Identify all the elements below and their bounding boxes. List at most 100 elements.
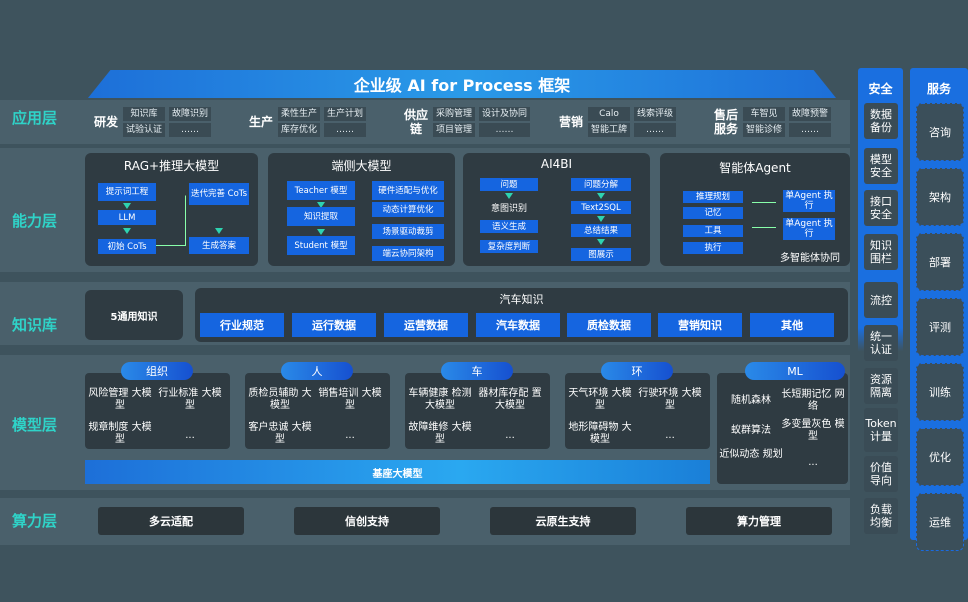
app-item: 项目管理 (433, 123, 476, 137)
model-item: 行驶环境 大模型 (638, 388, 702, 411)
security-item: 统一 认证 (864, 325, 898, 361)
model-group-pill: 人 (281, 362, 353, 380)
app-group-name: 研发 (93, 115, 118, 129)
ml-pill: ML (745, 362, 845, 380)
model-item: 天气环境 大模型 (568, 388, 632, 411)
ai4bi-step: 意图识别 (490, 204, 527, 214)
connector-line (752, 202, 776, 228)
ml-item: 近似动态 规划 (719, 449, 783, 460)
service-item: 评测 (916, 298, 964, 356)
arrow-icon (317, 202, 325, 208)
rag-step: 生成答案 (189, 237, 249, 254)
compute-item: 算力管理 (686, 507, 832, 535)
connector-line (156, 195, 186, 246)
app-item: Calo (588, 107, 631, 121)
model-group-pill: 车 (441, 362, 513, 380)
edge-step: Student 模型 (287, 236, 355, 255)
knowledge-item: 质检数据 (567, 313, 651, 337)
model-item: 销售培训 大模型 (318, 388, 382, 411)
model-group-card (565, 373, 710, 449)
edge-feature: 场景驱动裁剪 (372, 224, 444, 239)
agent-title: 智能体Agent (719, 161, 791, 175)
agent-item: 工具 (683, 225, 743, 237)
app-item: 柔性生产 (278, 107, 321, 121)
arrow-icon (317, 229, 325, 235)
app-item: 生产计划 (324, 107, 367, 121)
ml-item: 多变量灰色 模型 (781, 419, 845, 442)
ml-item: 随机森林 (731, 395, 771, 406)
rag-step: 初始 CoTs (98, 239, 156, 254)
agent-exec: 单Agent 执行 (783, 190, 835, 212)
rag-step: 提示词工程 (98, 183, 156, 201)
compute-item: 云原生支持 (490, 507, 636, 535)
agent-item: 推理规划 (683, 191, 743, 203)
security-item: 负载 均衡 (864, 498, 898, 534)
model-item: 风险管理 大模型 (88, 388, 152, 411)
app-column: 故障预警 …… (789, 107, 832, 137)
app-group-name: 生产 (248, 115, 273, 129)
ai4bi-step: 图展示 (571, 248, 631, 261)
model-item: ... (665, 430, 675, 441)
model-item: 器材库存配 置大模型 (478, 388, 542, 411)
ai4bi-step: 复杂度判断 (480, 240, 538, 253)
ai4bi-step: 问题 (480, 178, 538, 191)
arrow-icon (215, 228, 223, 234)
app-item: 设计及协同 (479, 107, 531, 121)
framework-title: 企业级 AI for Process 框架 (88, 70, 836, 98)
edge-feature: 动态计算优化 (372, 202, 444, 217)
security-item: 模型 安全 (864, 148, 898, 184)
app-item: …… (634, 123, 677, 137)
security-item: 流控 (864, 282, 898, 318)
service-title: 服务 (926, 82, 951, 96)
knowledge-item: 运营数据 (384, 313, 468, 337)
app-item: 故障识别 (169, 107, 212, 121)
edge-step: 知识提取 (287, 207, 355, 226)
app-item: 故障预警 (789, 107, 832, 121)
arrow-icon (597, 216, 605, 222)
compute-item: 多云适配 (98, 507, 244, 535)
ai4bi-step: 问题分解 (571, 178, 631, 191)
knowledge-item: 运行数据 (292, 313, 376, 337)
app-item: …… (479, 123, 531, 137)
compute-layer-label: 算力层 (12, 512, 58, 530)
model-item: ... (505, 430, 515, 441)
model-item: 质检员辅助 大模型 (248, 388, 312, 411)
edge-feature: 硬件适配与优化 (372, 181, 444, 200)
app-group: 营销 Calo 智能工牌 线索评级 …… (558, 104, 677, 140)
app-item: …… (789, 123, 832, 137)
app-group: 供应链 采购管理 项目管理 设计及协同 …… (403, 104, 531, 140)
arrow-icon (123, 203, 131, 209)
agent-item: 执行 (683, 242, 743, 254)
service-item: 咨询 (916, 103, 964, 161)
app-item: 试验认证 (123, 123, 166, 137)
model-item: 规章制度 大模型 (88, 422, 152, 445)
app-item: 智能工牌 (588, 123, 631, 137)
model-group-pill: 环 (601, 362, 673, 380)
rag-step: LLM (98, 210, 156, 225)
app-group: 售后服务 车智见 智能诊修 故障预警 …… (713, 104, 832, 140)
app-column: 设计及协同 …… (479, 107, 531, 137)
app-column: 采购管理 项目管理 (433, 107, 476, 137)
model-group-pill: 组织 (121, 362, 193, 380)
app-item: 库存优化 (278, 123, 321, 137)
app-column: 车智见 智能诊修 (743, 107, 786, 137)
model-group-card (85, 373, 230, 449)
app-group-name: 供应链 (403, 108, 428, 136)
app-column: 知识库 试验认证 (123, 107, 166, 137)
app-item: 智能诊修 (743, 123, 786, 137)
app-item: 线索评级 (634, 107, 677, 121)
base-model-bar: 基座大模型 (85, 460, 710, 484)
knowledge-layer-label: 知识库 (12, 316, 58, 334)
model-layer-label: 模型层 (12, 416, 58, 434)
arrow-icon (505, 193, 513, 199)
model-item: 客户忠诚 大模型 (248, 422, 312, 445)
ai4bi-step: 总结结果 (571, 224, 631, 237)
service-item: 训练 (916, 363, 964, 421)
app-group-name: 售后服务 (713, 108, 738, 136)
knowledge-item: 其他 (750, 313, 834, 337)
app-column: 生产计划 …… (324, 107, 367, 137)
security-item: 接口 安全 (864, 190, 898, 226)
security-item: 知识 围栏 (864, 234, 898, 270)
model-item: 故障维修 大模型 (408, 422, 472, 445)
app-group: 生产 柔性生产库存优化 生产计划 …… (248, 104, 367, 140)
